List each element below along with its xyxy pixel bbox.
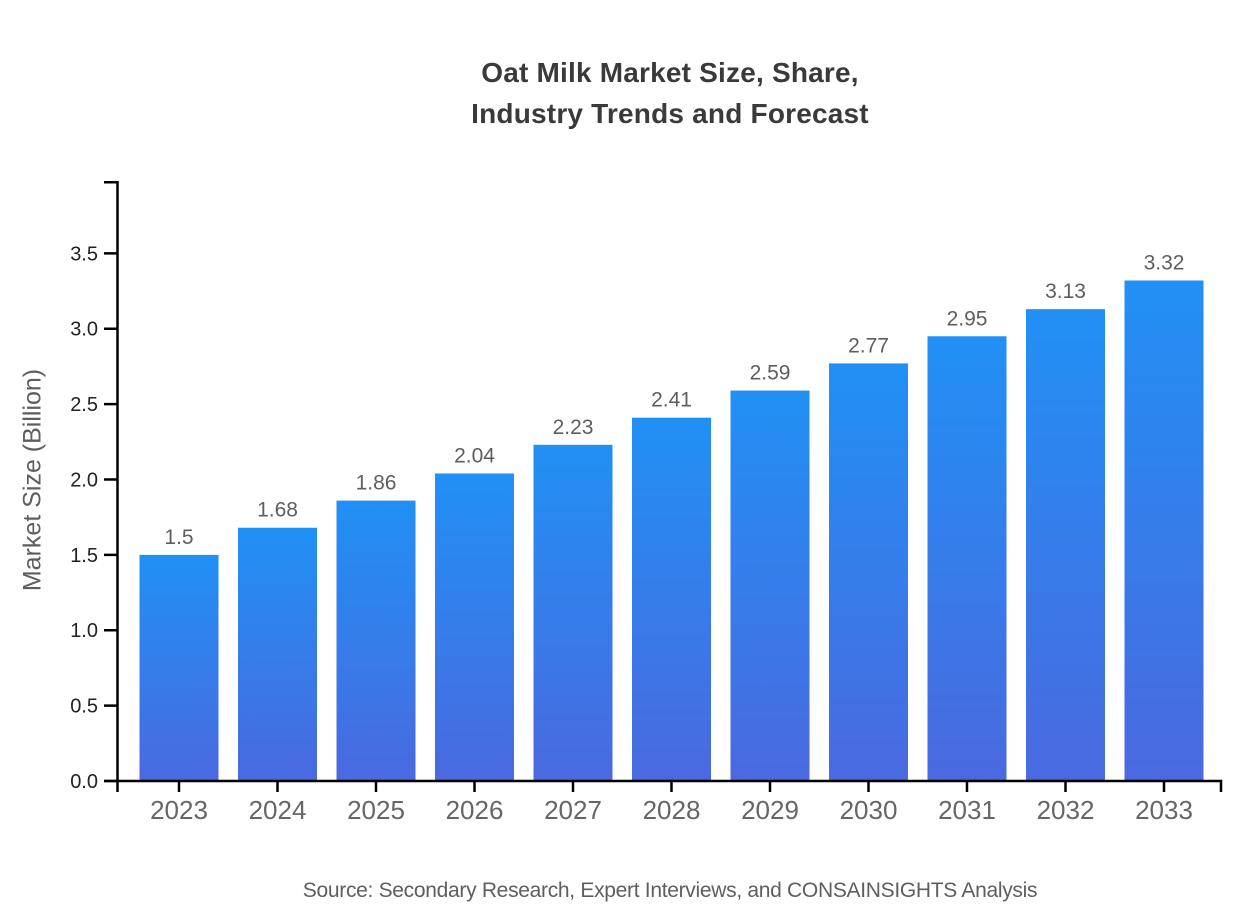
y-tick-label-1.0: 1.0 bbox=[70, 620, 98, 642]
bar-value-label-2024: 1.68 bbox=[257, 499, 298, 522]
bar-value-label-2027: 2.23 bbox=[553, 416, 594, 439]
chart-title: Oat Milk Market Size, Share, Industry Tr… bbox=[471, 57, 869, 129]
x-tick-label-2028: 2028 bbox=[643, 795, 701, 825]
bar-2024 bbox=[238, 527, 317, 781]
x-tick-label-2025: 2025 bbox=[347, 795, 405, 825]
bar-2032 bbox=[1026, 309, 1105, 781]
bar-value-label-2032: 3.13 bbox=[1045, 280, 1086, 303]
x-tick-label-2029: 2029 bbox=[741, 795, 799, 825]
source-attribution: Source: Secondary Research, Expert Inter… bbox=[302, 879, 1038, 902]
bar-value-label-2030: 2.77 bbox=[848, 334, 889, 357]
x-tick-label-2030: 2030 bbox=[840, 795, 898, 825]
axis-lines bbox=[104, 181, 1223, 792]
bar-2033 bbox=[1124, 280, 1204, 781]
bar-2026 bbox=[435, 473, 514, 781]
y-tick-label-0.0: 0.0 bbox=[70, 771, 98, 793]
x-tick-label-2032: 2032 bbox=[1037, 795, 1095, 825]
x-tick-label-2026: 2026 bbox=[446, 795, 504, 825]
bar-value-label-2023: 1.5 bbox=[164, 526, 193, 549]
x-tick-label-2033: 2033 bbox=[1135, 795, 1193, 825]
y-tick-label-2.0: 2.0 bbox=[70, 469, 98, 491]
bar-2031 bbox=[927, 336, 1007, 781]
y-tick-label-3.0: 3.0 bbox=[70, 319, 98, 341]
bar-2027 bbox=[533, 444, 613, 781]
bar-value-label-2031: 2.95 bbox=[947, 307, 988, 330]
bar-value-label-2025: 1.86 bbox=[356, 472, 397, 495]
bar-value-label-2033: 3.32 bbox=[1144, 251, 1185, 274]
bar-value-label-2026: 2.04 bbox=[454, 444, 495, 467]
x-tick-label-2023: 2023 bbox=[150, 795, 208, 825]
bar-value-label-2028: 2.41 bbox=[651, 389, 692, 412]
bar-2025 bbox=[336, 500, 416, 781]
bar-2029 bbox=[730, 390, 810, 781]
bar-value-label-2029: 2.59 bbox=[750, 362, 791, 385]
y-tick-label-2.5: 2.5 bbox=[70, 394, 98, 416]
x-tick-label-2024: 2024 bbox=[249, 795, 307, 825]
x-tick-label-2027: 2027 bbox=[544, 795, 602, 825]
y-tick-label-1.5: 1.5 bbox=[70, 545, 98, 567]
bar-2023 bbox=[139, 554, 219, 781]
bar-2030 bbox=[829, 363, 908, 781]
y-tick-label-0.5: 0.5 bbox=[70, 696, 98, 718]
bar-2028 bbox=[632, 417, 711, 781]
x-tick-label-2031: 2031 bbox=[938, 795, 996, 825]
y-tick-label-3.5: 3.5 bbox=[70, 243, 98, 265]
